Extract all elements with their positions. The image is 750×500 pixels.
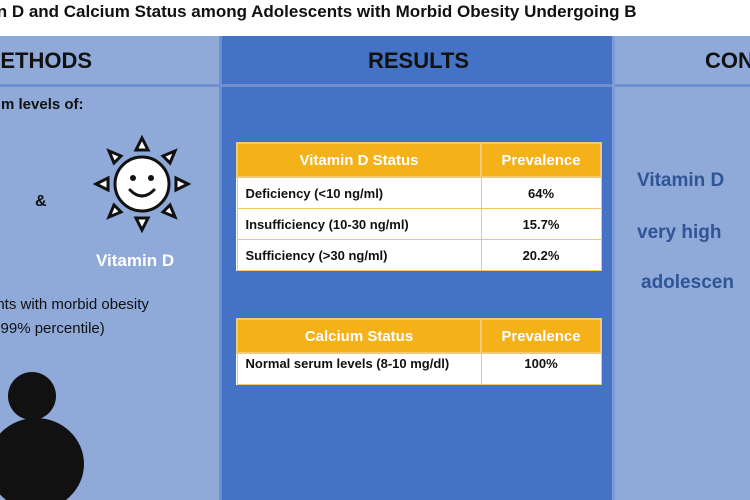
page-title: in D and Calcium Status among Adolescent… [0, 2, 637, 21]
prevalence-cell: 15.7% [480, 208, 602, 240]
status-cell: Normal serum levels (8-10 mg/dl) [236, 352, 482, 385]
methods-panel: METHODS rum levels of: & Vitamin D ents … [0, 36, 219, 500]
table-header-row: Vitamin D Status Prevalence [236, 142, 602, 178]
column-header: Vitamin D Status [236, 142, 482, 178]
status-cell: Sufficiency (>30 ng/ml) [236, 239, 482, 271]
prevalence-cell: 20.2% [480, 239, 602, 271]
results-header: RESULTS [367, 48, 470, 73]
vitamin-d-label: Vitamin D [96, 251, 175, 270]
prevalence-cell: 100% [480, 352, 602, 385]
table-row: Insufficiency (10-30 ng/ml) 15.7% [236, 208, 602, 240]
patients-text-line2: e 99% percentile) [0, 320, 105, 337]
conclusion-line2: very high [637, 222, 722, 243]
methods-header-divider [0, 84, 219, 87]
conclusion-line1: Vitamin D [637, 170, 725, 191]
column-header: Calcium Status [236, 318, 482, 354]
column-header: Prevalence [480, 318, 602, 354]
sun-icon [92, 134, 192, 234]
conclusions-header-divider [615, 84, 750, 87]
conclusions-header: CON [705, 48, 750, 73]
results-panel: RESULTS Vitamin D Status Prevalence Defi… [219, 36, 615, 500]
conclusion-line3: adolescen [641, 272, 734, 293]
vitamin-d-status-table: Vitamin D Status Prevalence Deficiency (… [236, 142, 602, 271]
results-header-divider [222, 84, 615, 87]
status-cell: Deficiency (<10 ng/ml) [236, 176, 482, 209]
table-row: Sufficiency (>30 ng/ml) 20.2% [236, 239, 602, 271]
column-header: Prevalence [480, 142, 602, 178]
title-bar: in D and Calcium Status among Adolescent… [0, 0, 750, 36]
conclusions-panel: CON Vitamin D very high adolescen [612, 36, 750, 500]
table-header-row: Calcium Status Prevalence [236, 318, 602, 354]
table-row: Deficiency (<10 ng/ml) 64% [236, 176, 602, 209]
serum-levels-text: rum levels of: [0, 96, 84, 113]
calcium-status-table: Calcium Status Prevalence Normal serum l… [236, 318, 602, 385]
prevalence-cell: 64% [480, 176, 602, 209]
obese-person-icon [0, 372, 84, 500]
patients-text-line1: ents with morbid obesity [0, 296, 149, 313]
status-cell: Insufficiency (10-30 ng/ml) [236, 208, 482, 240]
methods-header: METHODS [0, 48, 92, 73]
table-row: Normal serum levels (8-10 mg/dl) 100% [236, 352, 602, 385]
ampersand-text: & [35, 193, 47, 210]
